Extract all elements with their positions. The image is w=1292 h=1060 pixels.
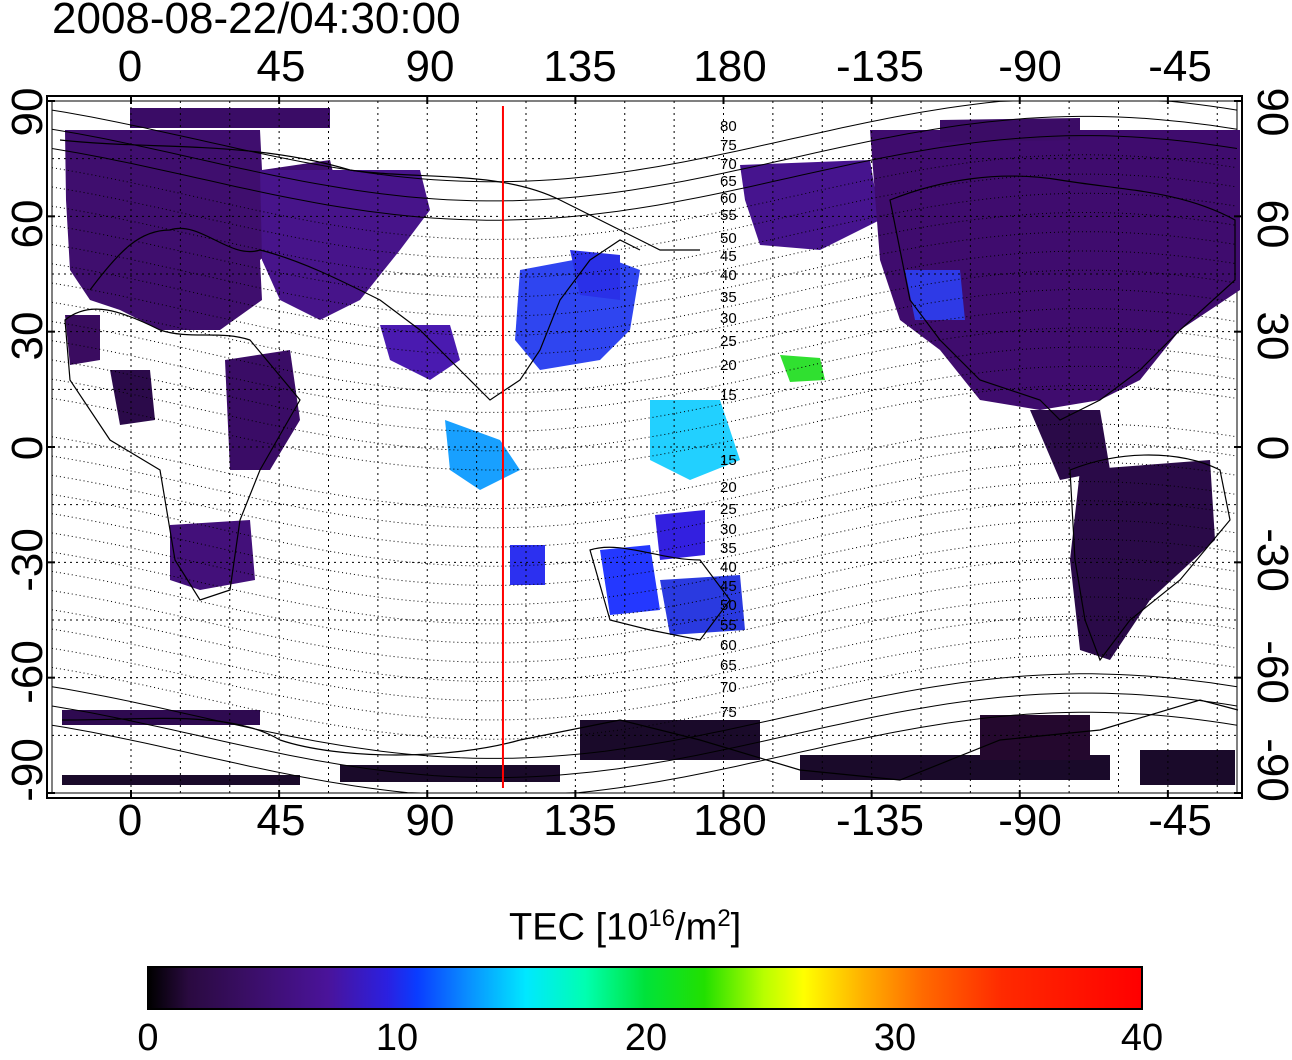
timestamp: 2008-08-22/04:30:00	[52, 0, 461, 43]
tec-region-indonesia-e	[510, 545, 545, 585]
colorbar-title-unit: /m	[675, 906, 718, 949]
lon-tick: 0	[117, 42, 143, 91]
contour-label: 30	[720, 521, 737, 538]
tec-region-antarctica-6	[1140, 750, 1235, 785]
tec-region-hawaii	[780, 355, 825, 382]
magnetic-contour	[51, 692, 1238, 779]
colorbar-tick: 40	[1120, 1017, 1164, 1059]
contour-label: 45	[720, 578, 737, 595]
colorbar-title: TEC [1016/m2]	[509, 905, 741, 950]
contour-label: 25	[720, 333, 737, 350]
frame-ticks	[47, 96, 1242, 798]
contour-label: 75	[720, 137, 737, 154]
contour-label: 70	[720, 156, 737, 173]
tec-data-layer	[62, 108, 1240, 785]
lon-tick: 180	[693, 42, 767, 91]
tec-region-antarctica-1	[580, 720, 760, 760]
tec-region-antarctica-7	[62, 710, 260, 725]
tec-region-australia-e	[660, 575, 745, 635]
contour-label: 20	[720, 479, 737, 496]
tec-region-nz	[655, 510, 705, 560]
lon-tick: 180	[693, 796, 767, 845]
coastlines	[59, 139, 1239, 781]
tec-region-africa-n	[110, 370, 155, 425]
tec-region-antarctica-5	[980, 715, 1090, 760]
contour-label: 65	[720, 173, 737, 190]
contour-label: 30	[720, 310, 737, 327]
contour-label: 60	[720, 637, 737, 654]
tec-region-pacific	[650, 400, 740, 480]
contour-label: 35	[720, 289, 737, 306]
tec-region-canada-north	[940, 118, 1080, 142]
contour-label: 50	[720, 597, 737, 614]
contour-label-group: 80 75 70 65 60 55 50 45 40 35 30 25 20 1…	[720, 118, 737, 721]
contour-label: 45	[720, 248, 737, 265]
contour-label: 80	[720, 118, 737, 135]
magnetic-contour	[51, 135, 1238, 221]
tec-region-africa-s	[170, 520, 255, 590]
contour-label: 15	[720, 452, 737, 469]
tec-region-russia	[260, 170, 430, 320]
lon-tick: 90	[405, 42, 455, 91]
colorbar-tick: 10	[375, 1017, 419, 1059]
colorbar-tick: 20	[624, 1017, 668, 1059]
tec-region-australia-w	[600, 545, 660, 615]
contour-label: 15	[720, 387, 737, 404]
lon-tick: -90	[998, 796, 1062, 845]
lon-tick: -90	[998, 42, 1062, 91]
contour-label: 55	[720, 617, 737, 634]
lon-tick: 45	[256, 796, 306, 845]
contour-label: 20	[720, 357, 737, 374]
contour-label: 75	[720, 704, 737, 721]
magnetic-contours	[51, 100, 1238, 794]
colorbar-title-suffix: ]	[730, 906, 742, 949]
contour-label: 40	[720, 559, 737, 576]
tec-region-alaska	[740, 160, 880, 250]
lon-tick: -45	[1148, 796, 1212, 845]
contour-label: 55	[720, 207, 737, 224]
tec-region-indonesia	[445, 420, 520, 490]
lon-tick: 135	[543, 796, 617, 845]
lon-tick: 135	[543, 42, 617, 91]
tec-region-antarctica-4	[340, 765, 560, 782]
contour-label: 25	[720, 501, 737, 518]
colorbar-title-prefix: TEC [10	[509, 906, 649, 949]
tec-region-antarctica-3	[62, 775, 300, 785]
tec-region-antarctica-2	[800, 755, 1110, 780]
tec-region-usa-west	[905, 270, 965, 320]
tec-region-middle-east	[65, 315, 100, 365]
contour-label: 35	[720, 540, 737, 557]
colorbar-tick: 0	[137, 1017, 159, 1059]
tec-region-north-america	[870, 130, 1240, 410]
lon-tick: 45	[256, 42, 306, 91]
magnetic-contour	[51, 115, 1238, 202]
lon-tick: 90	[405, 796, 455, 845]
lon-tick: -135	[835, 796, 925, 845]
contour-label: 65	[720, 657, 737, 674]
lon-tick: 0	[117, 796, 143, 845]
magnetic-contour	[51, 711, 1238, 794]
tec-region-india	[380, 325, 460, 380]
contour-label: 40	[720, 267, 737, 284]
colorbar-tick: 30	[873, 1017, 917, 1059]
colorbar-title-unit-exponent: 2	[717, 905, 731, 932]
colorbar	[147, 966, 1143, 1010]
contour-label: 50	[720, 230, 737, 247]
contour-label: 60	[720, 190, 737, 207]
lon-tick: -135	[835, 42, 925, 91]
lon-tick: -45	[1148, 42, 1212, 91]
colorbar-title-exponent: 16	[648, 905, 676, 932]
tec-region-siberia	[570, 250, 620, 300]
contour-label: 70	[720, 679, 737, 696]
tec-region-africa-e	[225, 350, 300, 470]
